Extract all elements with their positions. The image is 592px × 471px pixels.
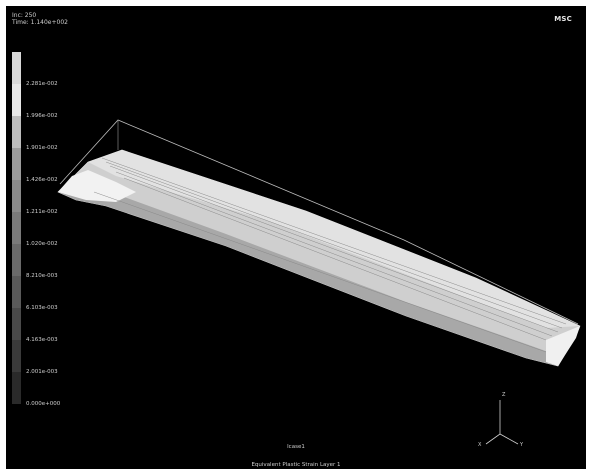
plate-left-end — [58, 170, 136, 202]
mesh-model[interactable] — [6, 6, 586, 469]
plate-front-face — [58, 186, 558, 366]
legend-label: 1.426e-002 — [26, 177, 58, 183]
legend-label: 2.001e-003 — [26, 369, 58, 375]
triad-x-label: X — [478, 442, 482, 448]
increment-info: Inc: 250 Time: 1.140e+002 — [12, 12, 68, 26]
x-axis-line — [485, 433, 501, 445]
y-axis-line — [499, 433, 519, 445]
legend-swatch — [12, 180, 21, 212]
legend-swatch — [12, 148, 21, 180]
plate-top-face — [88, 150, 580, 328]
legend-swatch — [12, 276, 21, 308]
legend-label: 0.000e+000 — [26, 401, 61, 407]
legend-swatch — [12, 372, 21, 404]
legend-label: 4.163e-003 — [26, 337, 58, 343]
axis-triad-graphic — [485, 400, 519, 445]
legend-label: 8.210e-003 — [26, 273, 58, 279]
triad-y-label: Y — [520, 442, 524, 448]
plate-right-end — [546, 326, 580, 366]
legend-swatch — [12, 340, 21, 372]
legend-label: 1.020e-002 — [26, 241, 58, 247]
model-viewport[interactable]: Inc: 250 Time: 1.140e+002 MSC 2.281e-002… — [6, 6, 586, 469]
legend-swatch — [12, 116, 21, 148]
logo-text: MSC — [554, 15, 572, 23]
legend-swatch — [12, 244, 21, 276]
color-legend: 2.281e-002 1.996e-002 1.901e-002 1.426e-002… — [12, 52, 72, 407]
triad-z-label: Z — [502, 392, 506, 398]
legend-label: 1.901e-002 — [26, 145, 58, 151]
legend-swatch — [12, 52, 21, 84]
axis-triad: Z X Y — [474, 390, 534, 454]
time-line: Time: 1.140e+002 — [12, 19, 68, 26]
legend-label: 1.211e-002 — [26, 209, 58, 215]
plate-body — [57, 149, 581, 367]
increment-line: Inc: 250 — [12, 12, 37, 19]
legend-swatch — [12, 84, 21, 116]
load-case-label: lcase1 — [287, 444, 305, 450]
mesh-lines — [93, 157, 567, 353]
legend-label: 6.103e-003 — [26, 305, 58, 311]
legend-swatch — [12, 212, 21, 244]
msc-logo: MSC — [554, 15, 572, 23]
legend-label: 2.281e-002 — [26, 81, 58, 87]
legend-label: 1.996e-002 — [26, 113, 58, 119]
model-outline — [59, 119, 579, 325]
legend-swatch — [12, 308, 21, 340]
result-label: Equivalent Plastic Strain Layer 1 — [251, 462, 341, 468]
